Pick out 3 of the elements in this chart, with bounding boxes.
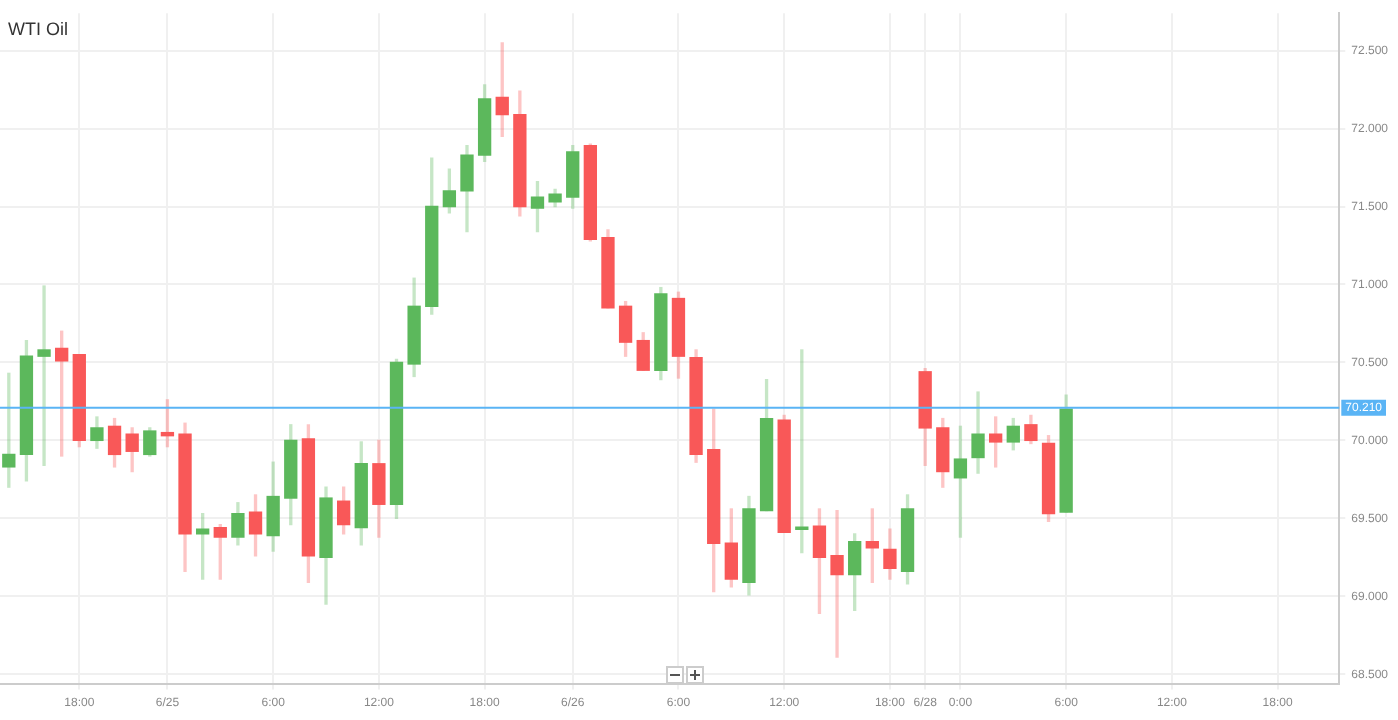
candlestick [830, 509, 844, 658]
candlestick [37, 285, 51, 466]
chart-title: WTI Oil [8, 19, 68, 40]
